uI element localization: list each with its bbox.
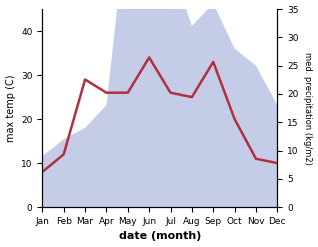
Y-axis label: max temp (C): max temp (C) bbox=[5, 74, 16, 142]
Y-axis label: med. precipitation (kg/m2): med. precipitation (kg/m2) bbox=[303, 52, 313, 165]
X-axis label: date (month): date (month) bbox=[119, 231, 201, 242]
